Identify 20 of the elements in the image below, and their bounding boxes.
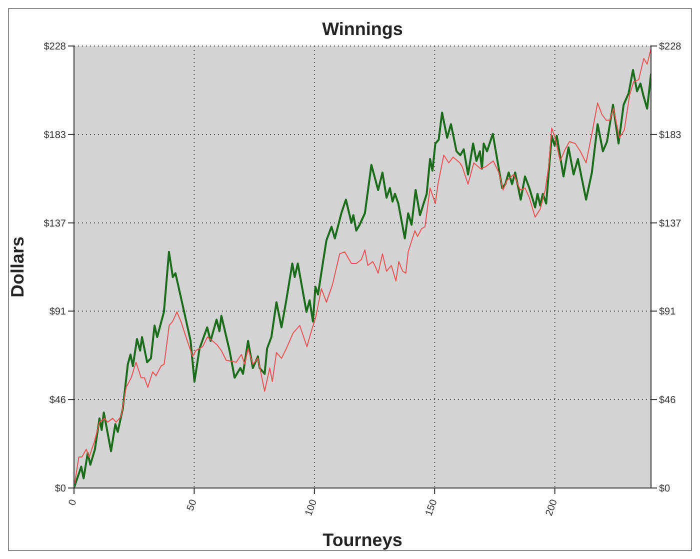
x-tick-label: 150 [424,498,440,518]
x-axis-title: Tourneys [322,530,402,550]
y2-tick-label: $0 [659,484,671,495]
y-tick-label: $183 [44,130,66,141]
y2-tick-label: $91 [659,306,676,318]
x-tick-label: 0 [66,498,80,508]
x-tick-label: 100 [304,498,320,518]
y2-tick-label: $137 [659,218,682,230]
y-axis-title: Dollars [7,236,28,298]
y-tick-label: $91 [49,306,66,318]
y-tick-label: $0 [54,484,66,495]
x-tick-label: 200 [544,498,560,518]
chart-title: Winnings [321,19,404,40]
y2-tick-label: $228 [659,42,682,53]
y-tick-label: $137 [44,218,66,230]
y2-tick-label: $183 [659,130,682,141]
x-tick-label: 50 [185,498,200,512]
y-tick-label: $46 [49,395,66,406]
y-tick-label: $228 [44,42,66,53]
y2-tick-label: $46 [659,395,676,406]
